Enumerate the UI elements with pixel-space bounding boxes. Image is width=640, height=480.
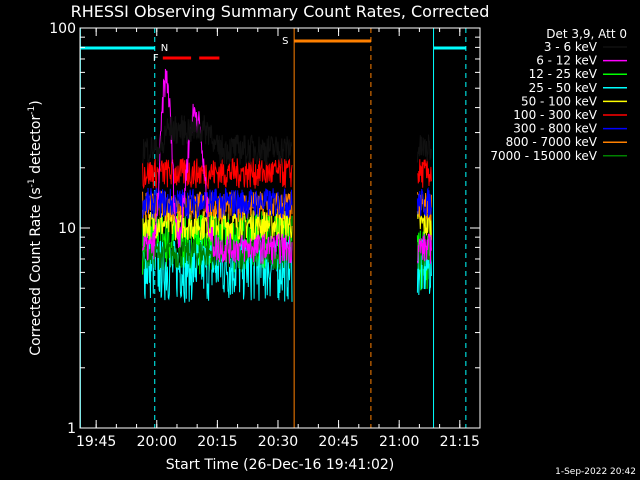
legend-entry-label: 300 - 800 keV <box>513 122 597 136</box>
y-axis: 1 10 100 <box>49 21 480 437</box>
series-trace <box>416 134 432 163</box>
x-tick-label: 21:00 <box>379 434 419 450</box>
legend-entry-label: 7000 - 15000 keV <box>490 149 597 163</box>
x-tick-label: 20:15 <box>197 434 237 450</box>
y-axis-label-mid: detector <box>28 115 44 179</box>
y-tick-label: 10 <box>58 221 76 237</box>
series-trace <box>416 158 432 188</box>
x-tick-label: 21:15 <box>440 434 480 450</box>
y-axis-label: Corrected Count Rate (s-1 detector-1) <box>27 100 44 355</box>
y-axis-label-sup-1: -1 <box>27 178 37 187</box>
chart-title: RHESSI Observing Summary Count Rates, Co… <box>71 2 490 21</box>
series-trace <box>416 233 432 264</box>
y-axis-label-main: Corrected Count Rate (s <box>28 187 44 355</box>
series-trace <box>142 115 293 166</box>
x-tick-label: 20:00 <box>137 434 177 450</box>
x-axis: 19:45 20:00 20:15 20:30 20:45 21:00 21:15 <box>76 28 481 450</box>
series-trace <box>416 186 432 218</box>
x-axis-label: Start Time (26-Dec-16 19:41:02) <box>166 457 394 473</box>
night-flag-label: N <box>161 43 168 54</box>
legend-entry-label: 6 - 12 keV <box>536 54 598 68</box>
series-trace <box>142 187 293 219</box>
y-tick-label: 1 <box>67 421 76 437</box>
legend-entry-label: 25 - 50 keV <box>529 81 598 95</box>
series-trace <box>142 157 293 190</box>
x-tick-label: 20:45 <box>318 434 358 450</box>
legend-header: Det 3,9, Att 0 <box>546 27 627 41</box>
series-trace <box>142 68 293 265</box>
flare-flag-label: F <box>153 53 159 64</box>
legend-entry-label: 12 - 25 keV <box>529 67 598 81</box>
y-tick-label: 100 <box>49 21 76 37</box>
plot-area: N S F <box>79 28 467 428</box>
footer-timestamp: 1-Sep-2022 20:42 <box>555 467 636 477</box>
legend-entry-label: 100 - 300 keV <box>513 108 597 122</box>
y-axis-label-end: ) <box>28 100 44 105</box>
y-axis-label-sup-2: -1 <box>27 106 37 115</box>
series-trace <box>416 192 432 221</box>
legend-entry-label: 3 - 6 keV <box>544 40 598 54</box>
saa-flag-label: S <box>282 36 288 47</box>
legend-entry-label: 800 - 7000 keV <box>506 135 598 149</box>
x-tick-label: 19:45 <box>76 434 116 450</box>
legend-entry-label: 50 - 100 keV <box>521 94 598 108</box>
series-trace <box>416 239 432 296</box>
x-tick-label: 20:30 <box>258 434 298 450</box>
